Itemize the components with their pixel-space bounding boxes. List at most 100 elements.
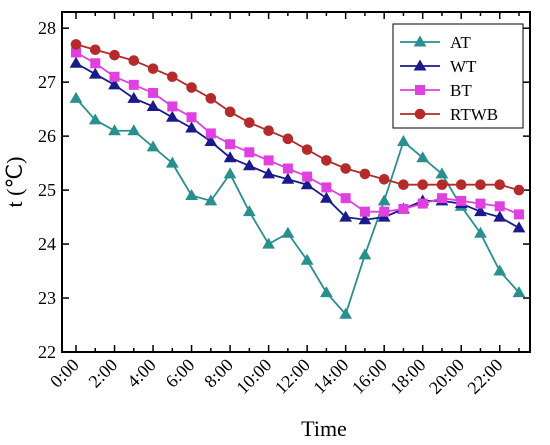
legend-item-bt: BT bbox=[400, 81, 472, 100]
data-point-at bbox=[493, 264, 507, 276]
y-tick-label: 22 bbox=[38, 342, 56, 362]
legend-label-wt: WT bbox=[450, 57, 477, 76]
x-axis-title: Time bbox=[301, 416, 347, 441]
data-point-wt bbox=[108, 78, 121, 90]
data-point-rtwb bbox=[147, 63, 159, 74]
data-point-bt bbox=[128, 79, 139, 90]
data-point-wt bbox=[127, 91, 141, 103]
y-tick-label: 25 bbox=[38, 180, 56, 200]
data-point-at bbox=[397, 135, 410, 147]
data-point-bt bbox=[456, 195, 467, 206]
data-point-bt bbox=[109, 71, 120, 82]
data-point-wt bbox=[88, 67, 102, 79]
data-point-at bbox=[281, 226, 295, 238]
data-point-at bbox=[127, 124, 141, 136]
legend-item-rtwb: RTWB bbox=[400, 105, 498, 124]
data-point-rtwb bbox=[359, 168, 371, 180]
data-point-rtwb bbox=[417, 179, 428, 190]
data-point-rtwb bbox=[128, 55, 140, 66]
data-point-at bbox=[88, 113, 102, 125]
data-point-rtwb bbox=[224, 106, 236, 118]
data-point-wt bbox=[223, 151, 237, 163]
data-point-at bbox=[320, 286, 333, 298]
x-tick-label: 6:00 bbox=[162, 355, 199, 392]
legend-item-wt: WT bbox=[400, 57, 477, 76]
data-point-at bbox=[165, 156, 179, 168]
data-point-at bbox=[204, 194, 218, 206]
x-tick-label: 8:00 bbox=[200, 355, 237, 392]
data-point-at bbox=[185, 188, 198, 200]
legend-item-at: AT bbox=[400, 33, 471, 52]
data-point-wt bbox=[69, 56, 83, 68]
data-point-bt bbox=[90, 58, 101, 69]
data-point-at bbox=[416, 151, 430, 163]
data-point-at bbox=[358, 248, 372, 260]
legend-label-at: AT bbox=[450, 33, 471, 52]
data-point-wt bbox=[204, 135, 218, 147]
data-point-rtwb bbox=[301, 144, 313, 155]
data-point-at bbox=[377, 194, 391, 206]
data-point-bt bbox=[263, 155, 274, 166]
x-tick-label: 18:00 bbox=[386, 355, 429, 398]
y-tick-label: 24 bbox=[38, 234, 56, 254]
data-point-bt bbox=[148, 87, 159, 98]
data-point-rtwb bbox=[378, 174, 390, 185]
legend-marker-rtwb bbox=[414, 108, 426, 120]
data-point-wt bbox=[262, 167, 275, 179]
data-point-at bbox=[108, 124, 121, 136]
data-point-wt bbox=[146, 99, 160, 111]
x-tick-label: 20:00 bbox=[425, 355, 468, 398]
data-point-at bbox=[69, 91, 83, 103]
series-bt bbox=[71, 47, 524, 220]
data-point-bt bbox=[379, 206, 390, 217]
data-point-rtwb bbox=[340, 163, 351, 174]
data-point-bt bbox=[436, 193, 447, 204]
data-point-bt bbox=[359, 206, 370, 217]
data-point-rtwb bbox=[475, 179, 486, 190]
data-point-at bbox=[300, 253, 314, 265]
data-point-at bbox=[435, 167, 449, 179]
x-tick-label: 12:00 bbox=[271, 355, 314, 398]
data-point-bt bbox=[225, 139, 236, 150]
data-point-bt bbox=[514, 209, 524, 220]
data-point-wt bbox=[474, 205, 487, 217]
data-point-at bbox=[146, 140, 160, 152]
data-point-bt bbox=[205, 128, 216, 139]
data-point-at bbox=[512, 286, 526, 298]
x-tick-label: 22:00 bbox=[463, 355, 506, 398]
data-point-rtwb bbox=[70, 39, 82, 50]
data-point-rtwb bbox=[436, 179, 448, 190]
series-rtwb bbox=[70, 39, 525, 196]
data-point-bt bbox=[302, 171, 313, 182]
data-point-at bbox=[262, 237, 275, 249]
plot-frame bbox=[61, 11, 531, 353]
data-point-rtwb bbox=[398, 179, 409, 190]
data-point-at bbox=[339, 307, 353, 319]
y-tick-label: 27 bbox=[38, 72, 56, 92]
data-point-rtwb bbox=[109, 49, 120, 61]
data-point-bt bbox=[167, 101, 178, 112]
data-point-bt bbox=[494, 201, 505, 212]
data-point-rtwb bbox=[244, 117, 255, 128]
x-tick-label: 4:00 bbox=[123, 355, 160, 392]
data-point-rtwb bbox=[186, 82, 197, 93]
y-axis-title: t (℃) bbox=[2, 157, 27, 208]
data-point-bt bbox=[475, 198, 486, 209]
data-point-rtwb bbox=[167, 71, 178, 83]
data-point-wt bbox=[358, 213, 372, 225]
y-tick-label: 23 bbox=[38, 288, 56, 308]
data-point-wt bbox=[300, 178, 314, 190]
data-point-rtwb bbox=[89, 44, 101, 56]
data-point-bt bbox=[398, 203, 409, 214]
data-point-rtwb bbox=[513, 184, 525, 196]
data-point-rtwb bbox=[205, 93, 217, 104]
data-point-rtwb bbox=[321, 155, 332, 166]
data-point-bt bbox=[417, 198, 428, 209]
data-point-rtwb bbox=[263, 125, 274, 137]
data-point-wt bbox=[493, 210, 507, 222]
data-point-bt bbox=[340, 193, 351, 204]
legend-marker-at bbox=[413, 35, 427, 47]
data-point-wt bbox=[165, 110, 179, 122]
y-tick-label: 28 bbox=[38, 18, 56, 38]
